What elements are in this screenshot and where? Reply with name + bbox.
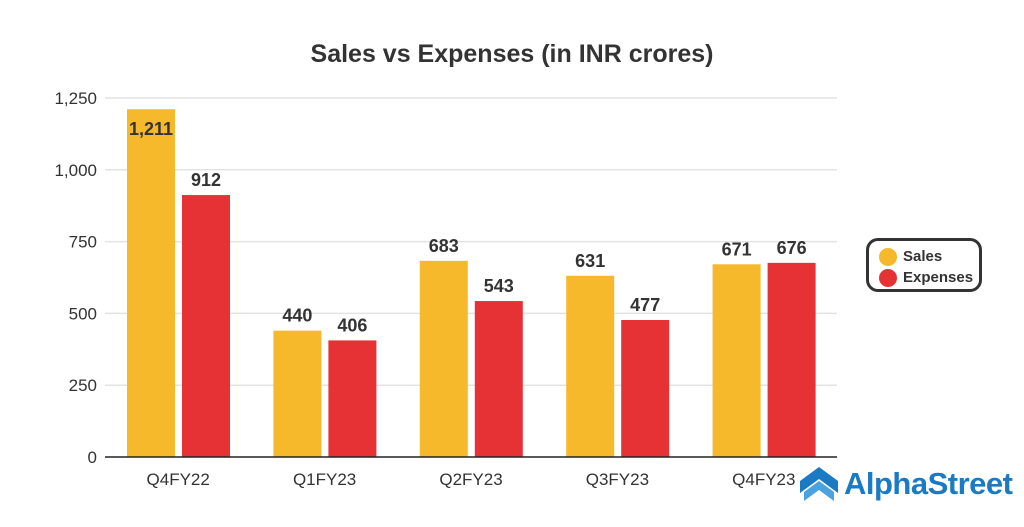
chart-title: Sales vs Expenses (in INR crores) xyxy=(311,40,714,68)
data-label: 1,211 xyxy=(129,119,173,139)
data-label: 671 xyxy=(722,239,752,259)
data-label: 676 xyxy=(777,238,807,258)
y-tick-label: 1,000 xyxy=(54,161,97,180)
bar-expenses xyxy=(621,320,670,457)
expenses-swatch xyxy=(879,268,897,287)
bar-sales xyxy=(273,330,322,457)
data-label: 543 xyxy=(484,276,514,296)
data-label: 406 xyxy=(337,315,367,335)
y-tick-label: 500 xyxy=(69,304,97,323)
data-label: 477 xyxy=(630,295,660,315)
alphastreet-chevron-icon xyxy=(800,467,838,501)
x-tick-label: Q1FY23 xyxy=(293,470,356,489)
bar-sales xyxy=(566,275,615,457)
brand-name: AlphaStreet xyxy=(844,466,1013,501)
legend-item-sales: Sales xyxy=(879,246,979,267)
y-tick-label: 1,250 xyxy=(54,89,97,108)
y-tick-label: 250 xyxy=(69,376,97,395)
bar-expenses xyxy=(474,301,523,457)
data-label: 440 xyxy=(282,306,312,326)
y-tick-label: 750 xyxy=(69,233,97,252)
bar-expenses xyxy=(182,195,230,457)
bar-expenses xyxy=(328,340,377,457)
bar-sales xyxy=(712,264,761,457)
bar-sales xyxy=(419,260,468,457)
bar-sales xyxy=(127,109,175,457)
y-tick-label: 0 xyxy=(88,448,97,467)
x-tick-label: Q2FY23 xyxy=(439,470,502,489)
sales-swatch xyxy=(879,247,897,266)
legend-label-expenses: Expenses xyxy=(903,269,974,286)
alphastreet-logo: AlphaStreet xyxy=(800,466,1013,502)
data-label: 683 xyxy=(429,236,459,256)
bar-expenses xyxy=(767,262,816,457)
data-label: 631 xyxy=(575,251,605,271)
legend-label-sales: Sales xyxy=(903,248,943,265)
x-tick-label: Q4FY23 xyxy=(732,470,795,489)
data-label: 912 xyxy=(191,170,221,190)
x-tick-label: Q3FY23 xyxy=(586,470,649,489)
x-tick-label: Q4FY22 xyxy=(147,470,210,489)
legend: Sales Expenses xyxy=(866,238,982,292)
legend-item-expenses: Expenses xyxy=(879,267,979,288)
